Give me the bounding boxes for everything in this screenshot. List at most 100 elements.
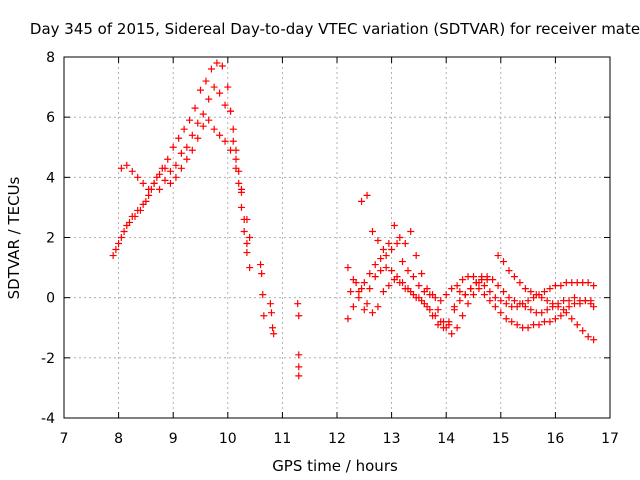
data-point xyxy=(197,86,204,94)
data-point xyxy=(117,234,125,241)
data-point xyxy=(459,276,467,284)
data-point xyxy=(407,227,415,235)
data-point xyxy=(470,273,477,281)
data-point xyxy=(295,372,303,380)
series-gap-scatter xyxy=(257,261,303,380)
data-point xyxy=(510,273,518,281)
data-point xyxy=(156,170,164,178)
data-point xyxy=(199,110,207,118)
data-point xyxy=(134,173,142,181)
data-point xyxy=(183,155,191,163)
data-point xyxy=(199,122,207,130)
y-tick-label: 4 xyxy=(46,170,55,186)
data-point xyxy=(216,131,224,139)
y-tick-label: -4 xyxy=(41,411,55,427)
data-point xyxy=(218,62,226,70)
data-point xyxy=(161,164,169,172)
data-point xyxy=(513,321,521,329)
data-point xyxy=(229,137,237,145)
data-point xyxy=(205,95,213,103)
data-point xyxy=(442,291,450,299)
grid-lines xyxy=(64,57,610,418)
data-point xyxy=(571,294,579,302)
data-point xyxy=(431,312,439,320)
data-point xyxy=(560,306,568,314)
data-point xyxy=(115,240,123,248)
data-point xyxy=(437,318,445,326)
data-point xyxy=(505,294,513,302)
chart-title: Day 345 of 2015, Sidereal Day-to-day VTE… xyxy=(30,20,640,38)
data-point xyxy=(584,333,592,341)
series-morning-c xyxy=(117,116,254,241)
data-point xyxy=(532,291,540,299)
data-point xyxy=(221,137,229,145)
data-point xyxy=(502,315,510,323)
data-point xyxy=(535,321,543,329)
data-point xyxy=(445,318,453,326)
data-point xyxy=(232,164,240,172)
data-point xyxy=(183,143,191,151)
data-point xyxy=(221,101,229,109)
data-point xyxy=(491,303,499,311)
data-point xyxy=(508,318,516,326)
data-point xyxy=(258,270,266,278)
data-point xyxy=(368,227,376,235)
data-point xyxy=(246,264,254,272)
data-point xyxy=(409,291,417,299)
data-point xyxy=(516,279,524,287)
data-point xyxy=(180,125,188,133)
data-point xyxy=(409,273,417,281)
series-afternoon-b xyxy=(344,240,598,311)
data-point xyxy=(434,306,442,314)
data-point xyxy=(243,240,251,248)
data-point xyxy=(377,255,385,263)
data-point xyxy=(500,288,508,296)
x-tick-label: 8 xyxy=(114,431,123,447)
data-point xyxy=(549,300,557,308)
data-point xyxy=(475,285,483,293)
data-point xyxy=(145,191,153,199)
data-point xyxy=(366,270,374,278)
data-point xyxy=(371,273,379,281)
data-point xyxy=(246,234,254,241)
data-point xyxy=(344,264,352,272)
y-tick-label: 2 xyxy=(46,231,55,247)
x-tick-label: 9 xyxy=(169,431,178,447)
data-point xyxy=(590,282,598,290)
data-point xyxy=(472,279,480,287)
data-point xyxy=(259,291,267,299)
data-point xyxy=(382,252,390,260)
data-point xyxy=(464,300,472,308)
data-point xyxy=(456,297,464,305)
data-point xyxy=(399,279,407,287)
data-point xyxy=(557,282,565,290)
y-tick-label: -2 xyxy=(41,351,55,367)
data-point xyxy=(456,288,464,296)
x-tick-label: 17 xyxy=(601,431,619,447)
data-point xyxy=(347,288,355,296)
data-point xyxy=(139,200,147,208)
data-point xyxy=(450,306,458,314)
data-point xyxy=(145,185,153,193)
data-point xyxy=(374,237,382,245)
data-point xyxy=(360,279,368,287)
data-point xyxy=(538,309,546,317)
data-point xyxy=(260,312,268,320)
data-point xyxy=(584,279,592,287)
data-point xyxy=(257,261,265,269)
x-tick-label: 16 xyxy=(546,431,564,447)
data-point xyxy=(266,300,274,308)
data-point xyxy=(237,185,245,193)
data-point xyxy=(128,212,136,220)
data-point xyxy=(169,143,177,151)
data-point xyxy=(551,315,559,323)
data-point xyxy=(521,303,529,311)
axis-ticks: 7 8 9 10 11 12 13 14 15 16 17 -4 -2 0 2 4 6 8 xyxy=(41,50,619,447)
x-tick-label: 12 xyxy=(328,431,346,447)
data-point xyxy=(371,261,379,269)
data-points xyxy=(109,59,598,380)
data-point xyxy=(161,176,169,184)
data-point xyxy=(494,282,502,290)
data-point xyxy=(470,291,477,299)
data-point xyxy=(486,297,494,305)
